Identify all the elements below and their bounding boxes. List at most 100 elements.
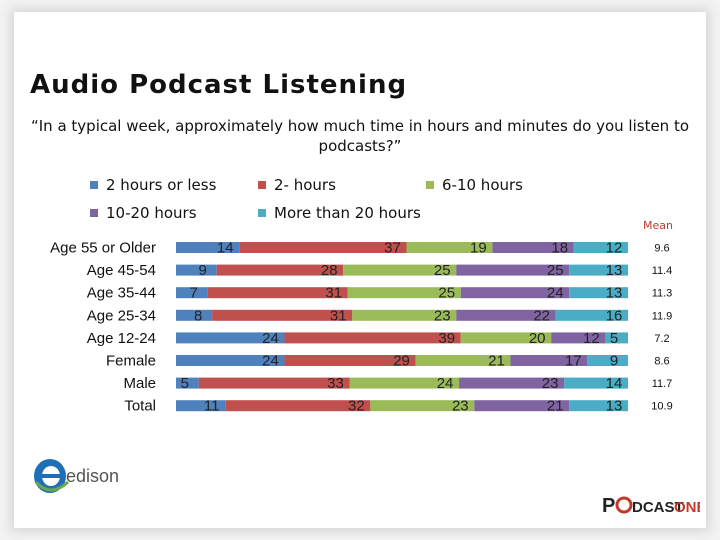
bar-segment [460,332,552,344]
slide-title: Audio Podcast Listening [30,70,408,100]
mean-value: 10.9 [651,401,672,413]
data-label: 24 [547,285,564,302]
data-label: 20 [529,330,546,347]
podcastone-p: P [602,495,615,517]
legend-label: 10-20 hours [106,204,197,222]
data-label: 39 [438,330,455,347]
bar-segment [415,355,511,366]
data-label: 23 [434,307,451,324]
bar-segment [343,264,457,276]
bar-segment [569,264,628,276]
bar-segment [176,287,208,299]
data-label: 24 [437,375,454,392]
data-label: 24 [262,330,279,347]
data-label: 25 [547,262,564,279]
data-label: 31 [325,285,342,302]
mean-value: 11.7 [652,378,673,390]
mean-value: 11.4 [652,265,673,277]
category-label: Age 55 or Older [50,240,156,257]
bar-segment [239,242,407,253]
bar-segment [176,264,217,276]
data-label: 23 [452,398,469,415]
legend-item-4: More than 20 hours [258,204,421,222]
data-label: 32 [348,398,365,415]
bar-segment [406,242,493,253]
data-label: 13 [606,262,623,279]
bar-segment [474,400,570,412]
category-label: Age 12-24 [87,330,156,347]
bar-segment [492,242,574,253]
legend-label: 6-10 hours [442,176,523,194]
data-label: 13 [606,285,623,302]
data-label: 14 [217,240,234,257]
podcastone-logo: P DCAST ONE [602,495,700,517]
category-label: Female [106,353,156,370]
mean-value: 11.3 [652,288,673,300]
data-label: 31 [330,307,347,324]
legend-label: More than 20 hours [274,204,421,222]
bar-segment [176,400,226,412]
legend-swatch [90,181,98,189]
bar-segment [551,332,606,344]
mean-header: Mean [643,219,673,232]
legend-item-0: 2 hours or less [90,176,216,194]
bar-segment [198,377,350,389]
bar-segment [459,377,565,389]
data-label: 13 [606,398,623,415]
bar-segment [587,355,628,366]
data-label: 24 [262,353,279,370]
legend-item-1: 2- hours [258,176,336,194]
bar-segment [370,400,475,412]
bar-segment [207,287,348,299]
legend-label: 2- hours [274,176,336,194]
bar-segment [176,355,285,366]
bar-segment [347,287,461,299]
legend-label: 2 hours or less [106,176,217,194]
data-label: 18 [551,240,568,257]
category-label: Age 35-44 [87,285,156,302]
data-label: 33 [327,375,344,392]
category-label: Age 25-34 [87,307,156,324]
podcastone-one: ONE [674,499,700,516]
bar-segment [176,377,199,389]
data-label: 37 [384,240,401,257]
bar-segment [510,355,588,366]
mean-value: 8.6 [654,356,669,368]
bar-segment [352,309,457,321]
data-label: 25 [434,262,451,279]
bar-segment [216,264,344,276]
data-label: 14 [606,375,623,392]
category-label: Age 45-54 [87,262,156,279]
legend-item-3: 10-20 hours [90,204,197,222]
bar-segment [212,309,353,321]
data-label: 19 [470,240,487,257]
bar-segment [564,377,628,389]
mean-value: 11.9 [652,310,673,322]
category-label: Male [123,375,156,392]
bar-segment [349,377,460,389]
bar-segment [460,287,570,299]
bar-segment [456,309,556,321]
data-label: 11 [204,398,220,415]
data-label: 25 [438,285,455,302]
legend-swatch [258,181,266,189]
data-label: 8 [194,307,202,324]
podcastone-dcast: DCAST [632,499,684,516]
data-label: 28 [321,262,338,279]
bar-segment [176,309,213,321]
data-label: 7 [189,285,197,302]
data-label: 21 [547,398,564,415]
legend-swatch [258,209,266,217]
bar-segment [605,332,628,344]
bar-segment [569,287,628,299]
bar-segment [176,332,285,344]
edison-logo: edison [34,459,119,493]
bar-segment [176,242,240,253]
data-label: 12 [583,330,600,347]
data-label: 29 [393,353,410,370]
mean-value: 7.2 [654,333,669,345]
legend-item-2: 6-10 hours [426,176,523,194]
bar-segment [573,242,628,253]
mean-value: 9.6 [654,243,669,255]
data-label: 5 [610,330,618,347]
